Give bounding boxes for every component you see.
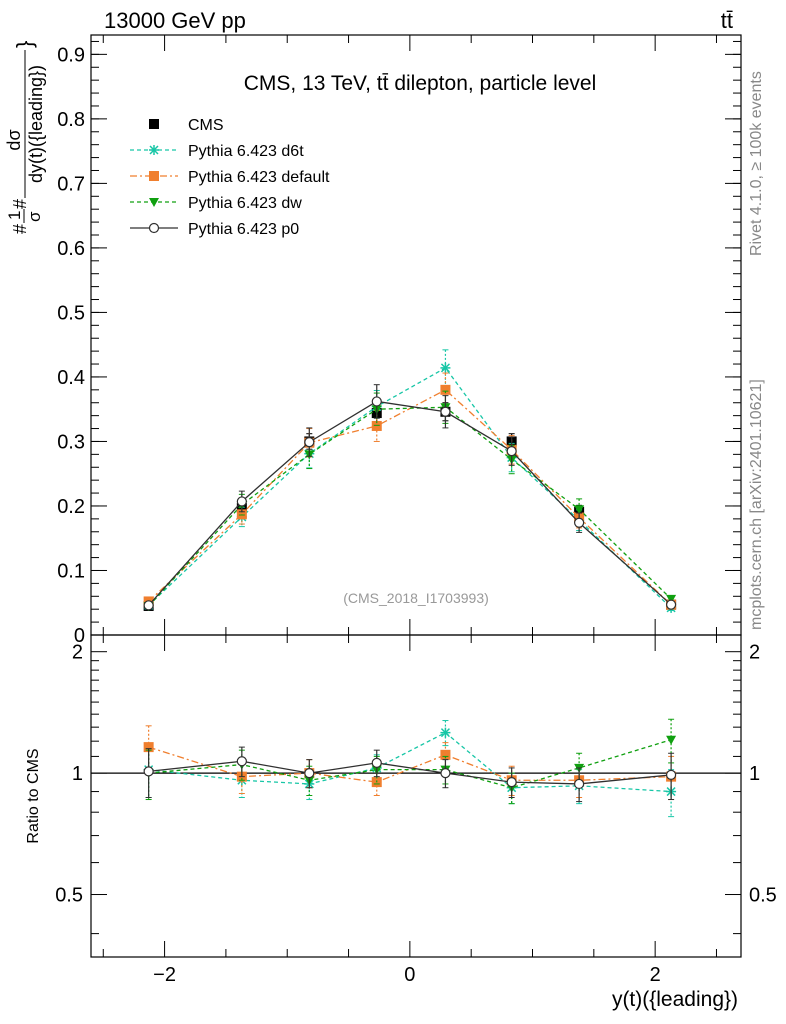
main-point-pythia-6-423-p0	[143, 600, 154, 611]
ratio-point-pythia-6-423-p0	[371, 757, 382, 769]
legend-entry-pythia-6-423-d6t: Pythia 6.423 d6t	[130, 143, 304, 160]
ratio-point-pythia-6-423-d6t	[440, 727, 451, 738]
main-axis-ticks: 0 0.1 0.2 0.3 0.4 0.5 0.6 0.7 0.8 0.9	[57, 35, 741, 647]
energy-label: 13000 GeV pp	[104, 8, 246, 33]
mcplots-label: mcplots.cern.ch [arXiv:2401.10621]	[748, 379, 765, 630]
main-point-pythia-6-423-p0	[304, 436, 315, 448]
ratio-point-pythia-6-423-dw	[666, 735, 677, 745]
legend-entry-cms: CMS	[149, 117, 224, 134]
main-y-tick-label: 0.4	[57, 367, 85, 389]
ratio-plot-frame	[90, 634, 742, 958]
main-point-pythia-6-423-dw	[666, 594, 677, 604]
ylabel-sigma: σ	[25, 211, 44, 222]
x-tick-label: −2	[153, 964, 176, 986]
main-y-tick-label: 0.7	[57, 173, 85, 195]
x-axis-label: y(t)({leading})	[612, 988, 738, 1011]
ylabel-numerator: dσ	[4, 129, 24, 150]
main-y-tick-label: 0.5	[57, 302, 85, 324]
main-series-cms	[143, 402, 677, 611]
legend-marker	[148, 222, 160, 234]
ratio-y-tick-label: 1	[72, 763, 83, 785]
ratio-series-pythia-6-423-dw	[143, 718, 677, 805]
ylabel-one: 1	[5, 211, 24, 220]
main-y-tick-label: 0.1	[57, 560, 85, 582]
main-y-axis-label: # 1 σ # dσ dy(t)({leading}) }	[4, 41, 46, 234]
ratio-line-pythia-6-423-p0	[148, 760, 672, 785]
main-y-tick-label: 0.6	[57, 238, 85, 260]
ratio-axis-ticks: 0.5 0.5 1 1 2 2 −2 0 2	[55, 635, 777, 986]
ratio-point-pythia-6-423-p0	[304, 768, 315, 779]
rivet-version-label: Rivet 4.1.0, ≥ 100k events	[748, 71, 765, 256]
main-point-pythia-6-423-default	[440, 384, 451, 395]
main-point-pythia-6-423-p0	[506, 446, 517, 457]
main-point-pythia-6-423-p0	[574, 517, 585, 528]
main-y-tick-label: 0	[74, 625, 85, 647]
ratio-y-tick-label: 2	[72, 642, 83, 664]
legend-entry-pythia-6-423-default: Pythia 6.423 default	[130, 169, 330, 186]
main-line-pythia-6-423-p0	[148, 400, 672, 606]
main-point-pythia-6-423-p0	[665, 599, 677, 610]
main-point-pythia-6-423-p0	[236, 496, 247, 507]
main-line-pythia-6-423-d6t	[148, 367, 672, 609]
main-point-pythia-6-423-p0	[440, 406, 451, 417]
analysis-watermark: (CMS_2018_I1703993)	[343, 590, 489, 606]
main-point-pythia-6-423-default	[371, 420, 382, 431]
ylabel-hash-1: #	[10, 224, 30, 234]
main-series-layer	[143, 349, 677, 613]
main-y-tick-label: 0.9	[57, 44, 85, 66]
main-y-tick-label: 0.8	[57, 109, 85, 131]
main-point-pythia-6-423-d6t	[440, 362, 451, 373]
legend-marker	[149, 145, 159, 155]
legend-entry-pythia-6-423-p0: Pythia 6.423 p0	[130, 221, 299, 238]
legend-label: Pythia 6.423 p0	[188, 221, 299, 238]
process-label: tt̄	[721, 8, 733, 33]
legend-marker	[149, 171, 159, 181]
main-y-tick-label: 0.2	[57, 496, 85, 518]
ratio-line-pythia-6-423-default	[148, 746, 672, 783]
chart-title: CMS, 13 TeV, tt̄ dilepton, particle leve…	[244, 72, 597, 95]
ratio-y-tick-label-right: 1	[749, 763, 760, 785]
ratio-series-layer	[143, 718, 677, 818]
legend-label: Pythia 6.423 d6t	[188, 143, 304, 160]
legend-label: Pythia 6.423 dw	[188, 195, 302, 212]
ratio-series-pythia-6-423-d6t	[143, 720, 677, 818]
main-point-pythia-6-423-dw	[574, 505, 585, 515]
ratio-point-pythia-6-423-p0	[236, 756, 247, 767]
ratio-line-pythia-6-423-d6t	[148, 731, 672, 793]
ratio-point-pythia-6-423-p0	[665, 769, 677, 780]
main-y-tick-label: 0.3	[57, 431, 85, 453]
main-point-pythia-6-423-p0	[371, 396, 382, 407]
ylabel-denominator: dy(t)({leading})	[26, 65, 46, 183]
ratio-point-pythia-6-423-p0	[143, 766, 154, 777]
x-tick-label: 0	[404, 964, 415, 986]
ratio-point-pythia-6-423-p0	[440, 768, 451, 779]
main-line-pythia-6-423-default	[148, 389, 672, 606]
ratio-point-pythia-6-423-p0	[574, 778, 585, 790]
x-tick-label: 2	[650, 964, 661, 986]
ylabel-hash-2: #	[10, 199, 30, 209]
main-line-pythia-6-423-dw	[148, 406, 672, 607]
ratio-line-pythia-6-423-dw	[148, 739, 672, 789]
main-series-pythia-6-423-dw	[143, 390, 677, 611]
ratio-y-tick-label-right: 0.5	[749, 885, 777, 907]
legend-label: Pythia 6.423 default	[188, 169, 330, 186]
ratio-y-tick-label-right: 2	[749, 642, 760, 664]
ratio-y-tick-label: 0.5	[55, 885, 83, 907]
legend-entry-pythia-6-423-dw: Pythia 6.423 dw	[130, 195, 302, 212]
legend-marker	[149, 198, 159, 207]
main-series-pythia-6-423-p0	[143, 384, 677, 611]
legend-marker	[149, 119, 159, 129]
main-series-pythia-6-423-d6t	[143, 349, 677, 613]
legend: CMS Pythia 6.423 d6t Pythia 6.423 default P…	[130, 117, 330, 238]
ratio-series-pythia-6-423-p0	[143, 746, 677, 803]
ratio-point-pythia-6-423-default	[143, 742, 154, 753]
legend-label: CMS	[188, 117, 224, 134]
ylabel-brace: }	[12, 41, 37, 48]
ratio-point-pythia-6-423-default	[440, 749, 451, 760]
ratio-y-axis-label: Ratio to CMS	[25, 748, 42, 843]
ratio-point-pythia-6-423-p0	[506, 776, 517, 788]
